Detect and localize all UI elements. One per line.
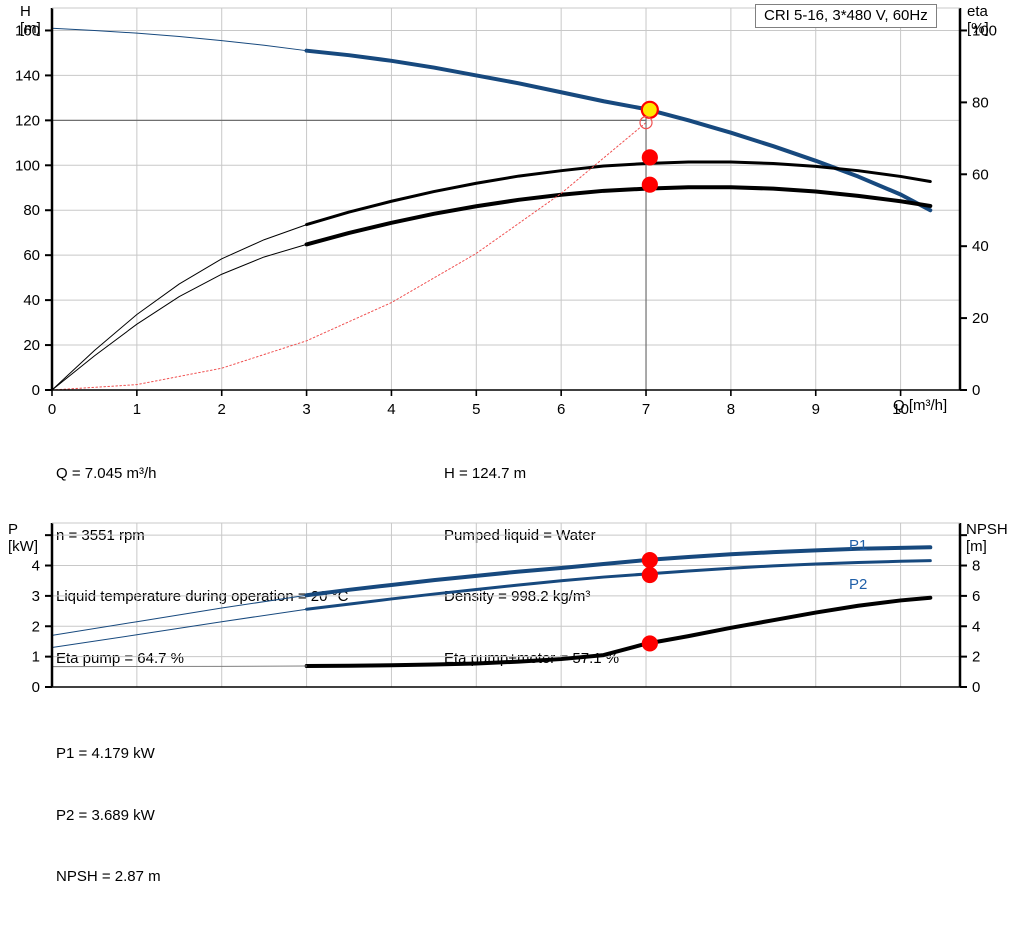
markers xyxy=(641,551,658,652)
ytick-label: 60 xyxy=(23,247,40,264)
pump-model-title-box: CRI 5-16, 3*480 V, 60Hz xyxy=(755,4,937,28)
curve-eta-pump-extrapolated xyxy=(51,224,308,391)
y2tick-label: 0 xyxy=(972,382,980,399)
info-temp: Liquid temperature during operation = 20… xyxy=(56,588,349,605)
h-axis-title: H [m] xyxy=(20,3,41,37)
p1-curve-label: P1 xyxy=(849,537,868,554)
ytick-label: 80 xyxy=(23,202,40,219)
axes xyxy=(45,522,967,688)
xtick-label: 3 xyxy=(302,401,310,418)
xtick-label: 2 xyxy=(218,401,226,418)
system-curve-point-marker xyxy=(639,115,653,130)
info-npsh: NPSH = 2.87 m xyxy=(56,868,161,885)
ytick-label: 2 xyxy=(32,618,40,635)
curves xyxy=(51,27,933,391)
grid-lines xyxy=(52,8,960,390)
y2tick-label: 2 xyxy=(972,649,980,666)
y2tick-label: 80 xyxy=(972,94,989,111)
curve-p1-extrapolated xyxy=(51,594,308,636)
y2tick-label: 6 xyxy=(972,588,980,605)
p-axis-title: P [kW] xyxy=(8,521,38,555)
xtick-label: 10 xyxy=(892,401,909,418)
y2tick-label: 20 xyxy=(972,310,989,327)
ytick-label: 1 xyxy=(32,649,40,666)
curve-p1-duty-range xyxy=(304,545,933,598)
ytick-label: 0 xyxy=(32,679,40,696)
npsh-axis-title: NPSH [m] xyxy=(966,521,1008,555)
y2tick-label: 4 xyxy=(972,618,980,635)
xtick-label: 8 xyxy=(727,401,735,418)
curve-npsh-duty-range xyxy=(304,595,933,669)
tick-labels: 0 1 2 3 4 0 2 4 6 8 xyxy=(32,558,981,696)
eta-axis-title: eta [%] xyxy=(967,3,989,37)
info-eta-pump: Eta pump = 64.7 % xyxy=(56,649,184,667)
info-p2: P2 = 3.689 kW xyxy=(56,806,155,824)
power-info-block: P1 = 4.179 kW P2 = 3.689 kW NPSH = 2.87 … xyxy=(56,703,161,929)
y2tick-label: 40 xyxy=(972,238,989,255)
ytick-label: 160 xyxy=(15,22,40,39)
info-p1: P1 = 4.179 kW xyxy=(56,745,155,762)
ytick-label: 4 xyxy=(32,558,40,575)
xtick-label: 1 xyxy=(133,401,141,418)
xtick-label: 5 xyxy=(472,401,480,418)
xtick-label: 9 xyxy=(812,401,820,418)
pump-curve-datasheet: 0 20 40 60 80 100 120 140 160 0 20 40 60 80 100 0 1 2 3 4 5 6… xyxy=(8,3,1008,885)
info-h: H = 124.7 m xyxy=(444,465,527,482)
tick-labels: 0 20 40 60 80 100 120 140 160 0 20 40 60 80 100 0 1 2 3 4 5 6… xyxy=(15,22,997,418)
info-q: Q = 7.045 m³/h xyxy=(56,465,157,482)
head-efficiency-chart: 0 20 40 60 80 100 120 140 160 0 20 40 60 80 100 0 1 2 3 4 5 6… xyxy=(15,7,997,418)
eta-pump-motor-point-marker xyxy=(641,176,658,193)
y2tick-label: 60 xyxy=(972,166,989,183)
ytick-label: 120 xyxy=(15,112,40,129)
markers xyxy=(639,100,659,193)
y2tick-label: 8 xyxy=(972,558,980,575)
p2-curve-label: P2 xyxy=(849,576,868,593)
npsh-duty-point-marker xyxy=(641,635,658,652)
curve-h-head-extrapolated xyxy=(51,27,308,52)
curves xyxy=(51,545,933,669)
p1-duty-point-marker xyxy=(641,551,658,569)
ytick-label: 40 xyxy=(23,292,40,309)
ytick-label: 3 xyxy=(32,588,40,605)
curve-system-curve xyxy=(51,122,647,391)
curve-h-head-duty-range xyxy=(304,48,933,213)
ytick-label: 0 xyxy=(32,382,40,399)
power-npsh-chart: 0 1 2 3 4 0 2 4 6 8 xyxy=(32,522,981,696)
xtick-label: 4 xyxy=(387,401,395,418)
ytick-label: 100 xyxy=(15,157,40,174)
xtick-label: 0 xyxy=(48,401,56,418)
curve-npsh-extrapolated xyxy=(51,665,308,668)
eta-pump-point-marker xyxy=(641,149,658,166)
xtick-label: 6 xyxy=(557,401,565,418)
curve-eta-pump-motor-extrapolated xyxy=(51,243,308,391)
curve-eta-pump-duty-range xyxy=(305,160,932,227)
curve-p2-extrapolated xyxy=(51,608,308,649)
q-axis-title: Q [m³/h] xyxy=(893,397,948,414)
info-density: Density = 998.2 kg/m³ xyxy=(444,588,591,605)
curve-p2-duty-range xyxy=(305,559,932,611)
y2tick-label: 0 xyxy=(972,679,980,696)
duty-point-marker xyxy=(640,100,659,119)
ytick-label: 140 xyxy=(15,67,40,84)
y2tick-label: 100 xyxy=(972,22,997,39)
curve-eta-pump-motor-duty-range xyxy=(304,185,933,247)
ytick-label: 20 xyxy=(23,337,40,354)
p2-duty-point-marker xyxy=(641,566,658,584)
xtick-label: 7 xyxy=(642,401,650,418)
